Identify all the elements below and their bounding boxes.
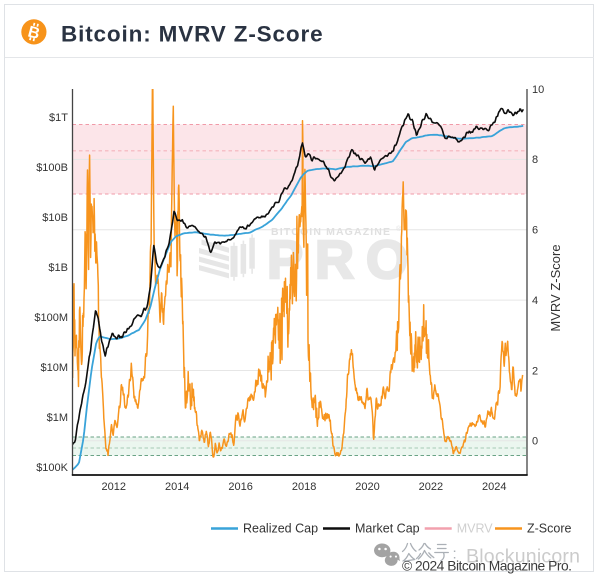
svg-text:BITCOIN MAGAZINE: BITCOIN MAGAZINE (271, 226, 392, 238)
svg-text:$1M: $1M (47, 412, 68, 424)
svg-text:© 2024 Bitcoin Magazine Pro.: © 2024 Bitcoin Magazine Pro. (402, 559, 572, 574)
svg-text:MVRV: MVRV (457, 522, 494, 536)
svg-text:Bitcoin: MVRV Z-Score: Bitcoin: MVRV Z-Score (61, 22, 323, 47)
svg-text:2: 2 (532, 365, 538, 377)
svg-text:2020: 2020 (355, 481, 379, 493)
svg-text:$100M: $100M (34, 312, 68, 324)
svg-text:6: 6 (532, 225, 538, 237)
svg-text:PRO: PRO (267, 230, 408, 290)
svg-text:$1T: $1T (49, 112, 68, 124)
svg-text:2012: 2012 (102, 481, 126, 493)
svg-text:$10B: $10B (42, 212, 68, 224)
svg-text:10: 10 (532, 84, 544, 96)
svg-text:2014: 2014 (165, 481, 189, 493)
svg-text::: : (453, 546, 457, 563)
svg-text:Blockunicorn: Blockunicorn (466, 546, 580, 568)
svg-text:2018: 2018 (292, 481, 316, 493)
svg-text:Z-Score: Z-Score (527, 522, 572, 536)
svg-text:Realized Cap: Realized Cap (243, 522, 318, 536)
svg-text:®: ® (396, 225, 402, 233)
svg-text:MVRV Z-Score: MVRV Z-Score (548, 244, 563, 331)
svg-text:2022: 2022 (419, 481, 443, 493)
svg-text:2024: 2024 (482, 481, 506, 493)
svg-text:$1B: $1B (48, 262, 68, 274)
svg-text:4: 4 (532, 295, 538, 307)
svg-text:0: 0 (532, 436, 538, 448)
svg-text:$10M: $10M (40, 362, 68, 374)
svg-text:8: 8 (532, 154, 538, 166)
svg-text:2016: 2016 (228, 481, 252, 493)
svg-text:$100K: $100K (36, 462, 68, 474)
svg-text:Market Cap: Market Cap (355, 522, 420, 536)
svg-text:$100B: $100B (36, 162, 68, 174)
